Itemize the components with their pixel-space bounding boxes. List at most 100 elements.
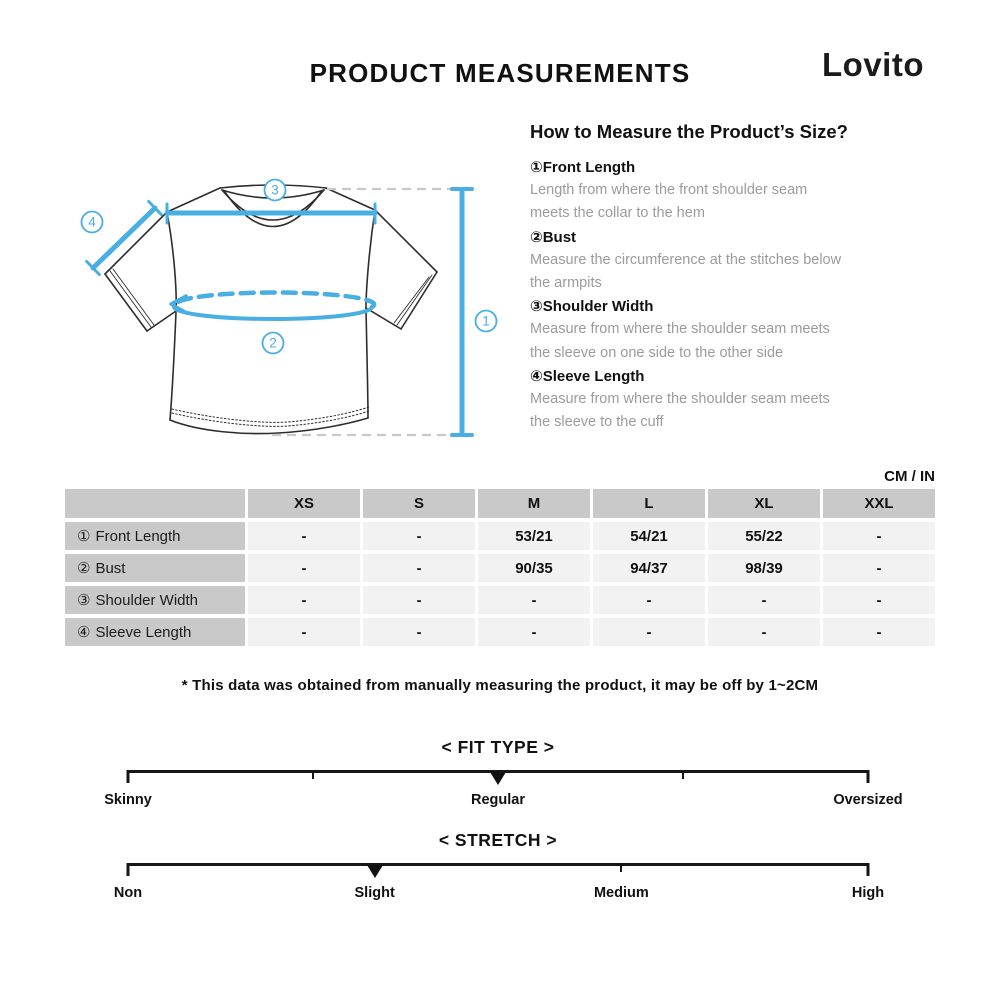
col-header-l: L [593,489,705,518]
item-desc-line: Measure from where the shoulder seam mee… [530,391,830,408]
axis-tick [682,770,684,779]
item-label: ①Front Length [530,159,636,176]
item-desc-line: meets the collar to the hem [530,205,705,222]
scale-label-high: High [851,885,885,901]
callout-2: 2 [261,331,285,355]
circled-number: ④ [530,367,543,385]
stretch-scale: < STRETCH > Non Slight Medium High [114,830,884,910]
row-label-sleeve-length: ④ Sleeve Length [65,618,245,646]
fit-type-axis [126,770,870,785]
how-to-measure-section: How to Measure the Product’s Size? ①Fron… [530,121,940,434]
value-cell: - [708,586,820,614]
value-cell: - [363,618,475,646]
measurements-table: XS S M L XL XXL ① Front Length - - 53/21 … [65,489,935,646]
scale-label-regular: Regular [471,792,525,808]
svg-text:1: 1 [482,314,490,329]
value-cell: 94/37 [593,554,705,582]
value-cell: - [823,586,935,614]
value-cell: - [248,618,360,646]
axis-tick [866,770,870,783]
value-cell: - [248,554,360,582]
svg-text:4: 4 [88,215,96,230]
item-desc-line: the armpits [530,275,602,292]
circled-number: ③ [530,298,543,316]
bust-ellipse [169,290,377,321]
col-header-xl: XL [708,489,820,518]
fit-type-marker [490,772,506,785]
col-header-xxl: XXL [823,489,935,518]
circled-number: ② [77,560,91,577]
col-header-s: S [363,489,475,518]
scale-label-non: Non [113,885,143,901]
unit-label: CM / IN [884,468,935,485]
value-cell: - [708,618,820,646]
scale-label-oversized: Oversized [833,792,903,808]
value-cell: - [823,522,935,550]
value-cell: - [823,554,935,582]
scale-label-skinny: Skinny [104,792,152,808]
row-label-shoulder-width: ③ Shoulder Width [65,586,245,614]
row-label-bust: ② Bust [65,554,245,582]
item-desc-line: Measure from where the shoulder seam mee… [530,321,830,338]
shoulder-width-arrow [164,202,378,225]
measurement-marks [85,187,474,437]
row-label-front-length: ① Front Length [65,522,245,550]
value-cell: - [363,554,475,582]
how-to-heading: How to Measure the Product’s Size? [530,121,848,142]
item-label: ③Shoulder Width [530,298,654,316]
svg-text:3: 3 [271,183,279,198]
circled-number: ④ [77,624,91,641]
value-cell: - [593,586,705,614]
guide-dashes [272,187,454,437]
value-cell: - [363,522,475,550]
measurement-disclaimer: * This data was obtained from manually m… [181,677,819,694]
stretch-title: < STRETCH > [438,830,558,850]
axis-tick [126,863,130,876]
table-corner-cell [65,489,245,518]
value-cell: 98/39 [708,554,820,582]
item-label: ②Bust [530,228,577,246]
item-desc-line: Measure the circumference at the stitche… [530,251,842,268]
callout-1: 1 [474,309,498,333]
stretch-axis [126,863,870,878]
value-cell: - [248,586,360,614]
fit-type-scale: < FIT TYPE > Skinny Regular Oversized [104,737,902,817]
callout-4: 4 [80,210,104,234]
how-to-item-sleeve-length: ④Sleeve Length Measure from where the sh… [530,365,940,435]
value-cell: - [478,586,590,614]
axis-tick [620,863,623,872]
item-label: ④Sleeve Length [530,367,645,385]
value-cell: - [248,522,360,550]
axis-tick [312,770,314,779]
value-cell: 54/21 [593,522,705,550]
front-length-arrow [450,187,474,437]
circled-number: ③ [77,592,91,609]
value-cell: - [593,618,705,646]
axis-tick [126,770,130,783]
value-cell: - [478,618,590,646]
axis-tick [866,863,870,876]
sleeve-length-arrow [85,200,163,276]
value-cell: 55/22 [708,522,820,550]
item-desc-line: the sleeve on one side to the other side [530,344,784,361]
fit-type-title: < FIT TYPE > [441,737,555,757]
brand-logo: Lovito [822,46,924,83]
stretch-marker [366,865,383,878]
tshirt-outline [104,184,438,435]
col-header-xs: XS [248,489,360,518]
circled-number: ① [530,159,543,176]
col-header-m: M [478,489,590,518]
how-to-item-shoulder-width: ③Shoulder Width Measure from where the s… [530,295,940,365]
circled-number: ① [77,528,91,545]
value-cell: - [823,618,935,646]
how-to-item-front-length: ①Front Length Length from where the fron… [530,156,940,226]
svg-text:2: 2 [269,336,277,351]
value-cell: 53/21 [478,522,590,550]
tshirt-measurement-diagram: 3 4 2 1 [80,178,498,437]
scale-label-medium: Medium [593,885,649,901]
value-cell: - [363,586,475,614]
scale-label-slight: Slight [354,885,395,901]
item-desc-line: Length from where the front shoulder sea… [530,182,808,199]
circled-number: ② [530,228,543,246]
